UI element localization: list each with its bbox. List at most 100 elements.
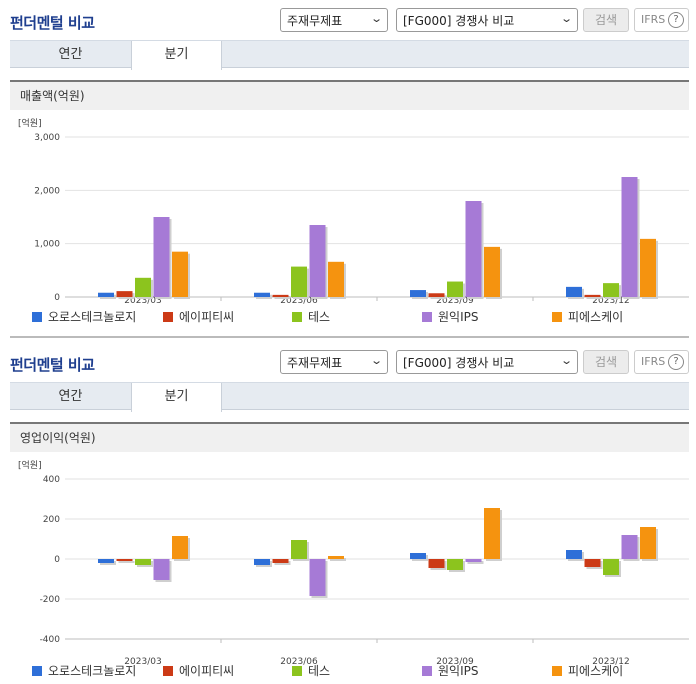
bar	[447, 281, 463, 297]
legend-label: 에이피티씨	[179, 310, 234, 324]
y-tick-label: -400	[40, 635, 61, 645]
bar	[98, 559, 114, 563]
bar-shadow	[330, 558, 346, 561]
bar	[621, 535, 638, 559]
bar	[428, 293, 445, 297]
revenue-bar-chart: [억원] 0 1,000 2,000 3,000 2023/03 2023/06 2023/0…	[18, 117, 689, 324]
panel-header: 펀더멘털 비교 주재무제표 ⌄ [FG000] 경쟁사 비교 ⌄ 검색 IFRS…	[0, 342, 696, 382]
y-unit-label: [억원]	[18, 459, 42, 471]
bar	[640, 527, 656, 559]
bar	[484, 508, 500, 559]
bar	[291, 266, 307, 297]
chart-subtitle: 매출액(억원)	[10, 80, 689, 110]
legend-label: 원익IPS	[438, 664, 478, 678]
bar	[116, 291, 133, 297]
bar	[584, 294, 601, 297]
search-button[interactable]: 검색	[583, 350, 629, 374]
bar	[272, 559, 289, 563]
x-tick-label: 2023/12	[592, 296, 629, 306]
y-tick-label: 0	[54, 293, 60, 303]
y-tick-label: 200	[43, 515, 60, 525]
ifrs-button[interactable]: IFRS ?	[634, 350, 689, 374]
peer-group-value: [FG000] 경쟁사 비교	[403, 14, 515, 28]
bar	[153, 559, 170, 580]
panel-title: 펀더멘털 비교	[10, 356, 95, 374]
statement-type-value: 주재무제표	[287, 14, 343, 28]
ifrs-label: IFRS	[641, 355, 666, 368]
legend-label: 에이피티씨	[179, 664, 234, 678]
legend-swatch	[422, 666, 432, 676]
y-tick-label: 400	[43, 475, 60, 485]
legend-swatch	[163, 666, 173, 676]
bar	[98, 292, 114, 297]
search-button[interactable]: 검색	[583, 8, 629, 32]
y-tick-label: 2,000	[34, 186, 60, 196]
bar	[428, 559, 445, 568]
statement-type-select[interactable]: 주재무제표 ⌄	[280, 8, 388, 32]
bar	[410, 553, 426, 559]
bar	[309, 225, 326, 297]
legend-swatch	[292, 666, 302, 676]
bar	[447, 559, 463, 570]
panel-header: 펀더멘털 비교 주재무제표 ⌄ [FG000] 경쟁사 비교 ⌄ 검색 IFRS…	[0, 0, 696, 40]
question-circle-icon: ?	[668, 354, 684, 370]
y-tick-label: 3,000	[34, 133, 60, 143]
legend-swatch	[552, 312, 562, 322]
y-tick-label: 1,000	[34, 240, 60, 250]
bar	[254, 559, 270, 565]
fundamental-compare-operating-profit-panel: 펀더멘털 비교 주재무제표 ⌄ [FG000] 경쟁사 비교 ⌄ 검색 IFRS…	[0, 342, 696, 684]
x-tick-label: 2023/09	[436, 657, 474, 667]
bar-shadow	[430, 295, 447, 299]
tab-annual[interactable]: 연간	[58, 47, 83, 62]
bar	[566, 286, 582, 297]
legend-swatch	[163, 312, 173, 322]
bar	[328, 261, 344, 297]
x-tick-label: 2023/06	[280, 296, 318, 306]
tab-quarterly[interactable]: 분기	[131, 383, 222, 412]
bar	[640, 238, 656, 297]
y-tick-label: -200	[40, 595, 61, 605]
legend-label: 피에스케이	[568, 310, 623, 324]
period-tabs: 연간 분기	[10, 40, 689, 70]
bar-shadow	[118, 561, 135, 563]
legend-label: 오로스테크놀로지	[48, 664, 136, 678]
ifrs-label: IFRS	[641, 13, 666, 26]
bar	[603, 283, 619, 297]
statement-type-select[interactable]: 주재무제표 ⌄	[280, 350, 388, 374]
tab-annual[interactable]: 연간	[58, 389, 83, 404]
x-tick-label: 2023/03	[124, 657, 161, 667]
peer-group-select[interactable]: [FG000] 경쟁사 비교 ⌄	[396, 8, 578, 32]
fundamental-compare-revenue-panel: 펀더멘털 비교 주재무제표 ⌄ [FG000] 경쟁사 비교 ⌄ 검색 IFRS…	[0, 0, 696, 340]
operating-profit-bar-chart: [억원] -400 -200 0 200 400 2023/03 2023/06 2023/09…	[18, 459, 689, 678]
tab-quarterly[interactable]: 분기	[131, 41, 222, 70]
bar-shadow	[586, 296, 603, 299]
bar	[465, 559, 482, 562]
bar	[116, 559, 133, 561]
bar	[484, 246, 500, 297]
legend-label: 원익IPS	[438, 310, 478, 324]
legend-swatch	[422, 312, 432, 322]
bar	[309, 559, 326, 596]
legend-label: 오로스테크놀로지	[48, 310, 136, 324]
bar	[584, 559, 601, 567]
x-tick-label: 2023/03	[124, 296, 161, 306]
legend-swatch	[552, 666, 562, 676]
period-tabs: 연간 분기	[10, 382, 689, 412]
ifrs-button[interactable]: IFRS ?	[634, 8, 689, 32]
bar	[135, 559, 151, 565]
bar	[153, 217, 170, 297]
legend-label: 테스	[308, 664, 330, 678]
bar	[465, 201, 482, 297]
bar	[410, 290, 426, 297]
x-tick-label: 2023/09	[436, 296, 474, 306]
bar-shadow	[467, 561, 484, 564]
bar	[254, 292, 270, 297]
bar	[566, 550, 582, 559]
bar	[272, 294, 289, 297]
y-unit-label: [억원]	[18, 117, 42, 129]
peer-group-select[interactable]: [FG000] 경쟁사 비교 ⌄	[396, 350, 578, 374]
chevron-down-icon: ⌄	[369, 354, 383, 367]
bar	[291, 540, 307, 559]
panel-title: 펀더멘털 비교	[10, 14, 95, 32]
bar	[603, 559, 619, 575]
